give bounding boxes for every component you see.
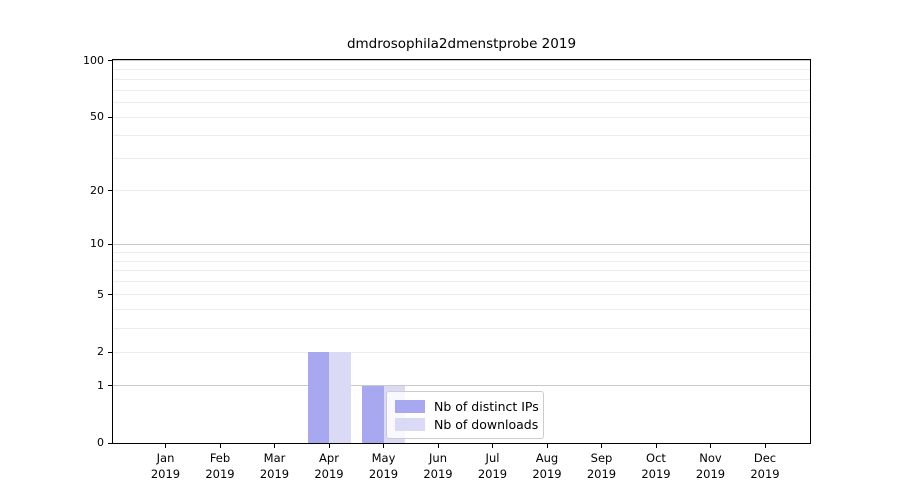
x-tick-mark [546, 444, 548, 448]
x-tick-month: Jun [429, 451, 447, 465]
x-tick-label: May 2019 [354, 450, 414, 482]
x-tick-mark [764, 444, 766, 448]
x-tick-mark [601, 444, 602, 448]
plot-area: Nb of distinct IPs Nb of downloads [112, 59, 811, 444]
x-tick-year: 2019 [750, 467, 780, 481]
minor-gridline [113, 309, 810, 311]
x-tick-label: Feb 2019 [190, 450, 250, 482]
x-tick-mark [328, 444, 330, 448]
minor-gridline [113, 102, 810, 104]
y-tick-label: 50 [90, 110, 104, 124]
minor-gridline [113, 68, 810, 70]
x-tick-label: Jul 2019 [463, 450, 523, 482]
y-tick-label: 0 [97, 436, 104, 449]
minor-gridline [113, 190, 810, 192]
major-gridline [113, 243, 810, 245]
chart-title: dmdrosophila2dmenstprobe 2019 [346, 36, 577, 52]
legend-entry-distinct-ips: Nb of distinct IPs [395, 397, 539, 415]
x-tick-mark [383, 444, 384, 448]
y-tick-mark [108, 116, 112, 118]
legend-label-downloads: Nb of downloads [434, 416, 539, 432]
minor-gridline [113, 78, 810, 80]
y-tick-mark [108, 294, 112, 296]
x-tick-month: Apr [319, 451, 339, 465]
minor-gridline [113, 134, 810, 136]
x-tick-month: Feb [209, 451, 231, 465]
x-tick-mark [219, 444, 221, 448]
x-tick-year: 2019 [586, 467, 617, 481]
x-tick-year: 2019 [532, 467, 562, 481]
x-tick-label: Nov 2019 [681, 450, 741, 482]
x-tick-year: 2019 [695, 467, 726, 481]
x-tick-month: Sep [590, 451, 613, 465]
major-gridline [113, 60, 810, 62]
x-tick-month: May [371, 451, 396, 465]
x-tick-month: Jul [485, 451, 500, 465]
x-tick-label: Sep 2019 [572, 450, 632, 482]
x-tick-month: Mar [263, 451, 286, 465]
minor-gridline [113, 351, 810, 353]
y-tick-mark [108, 351, 112, 353]
x-tick-month: Nov [699, 451, 722, 465]
x-tick-label: Aug 2019 [517, 450, 577, 482]
bar-distinct-ips-may [362, 385, 384, 443]
y-tick-mark [108, 385, 112, 387]
x-tick-mark [274, 444, 275, 448]
x-tick-year: 2019 [205, 467, 235, 481]
x-tick-month: Oct [646, 451, 666, 465]
y-tick-mark [108, 442, 112, 444]
major-gridline [113, 385, 810, 387]
x-tick-month: Dec [753, 451, 777, 465]
x-tick-year: 2019 [477, 467, 508, 481]
y-tick-label: 2 [97, 345, 104, 359]
y-tick-mark [108, 190, 112, 192]
x-tick-year: 2019 [641, 467, 671, 481]
x-tick-year: 2019 [259, 467, 290, 481]
minor-gridline [113, 89, 810, 91]
minor-gridline [113, 116, 810, 118]
x-tick-mark [165, 444, 166, 448]
x-tick-month: Aug [535, 451, 559, 465]
y-tick-mark [108, 60, 112, 62]
x-tick-label: Oct 2019 [626, 450, 686, 482]
x-tick-year: 2019 [314, 467, 344, 481]
x-tick-mark [710, 444, 711, 448]
legend-swatch-distinct-ips [395, 399, 425, 413]
minor-gridline [113, 294, 810, 296]
bar-downloads-apr [329, 352, 351, 443]
x-tick-mark [655, 444, 657, 448]
legend-label-distinct-ips: Nb of distinct IPs [434, 398, 539, 414]
legend-swatch-downloads [395, 417, 425, 431]
y-tick-label: 20 [90, 183, 104, 197]
minor-gridline [113, 327, 810, 329]
x-tick-year: 2019 [368, 467, 399, 481]
y-tick-label: 10 [90, 237, 104, 251]
minor-gridline [113, 158, 810, 160]
x-tick-year: 2019 [150, 467, 181, 481]
x-tick-mark [437, 444, 439, 448]
x-tick-label: Jan 2019 [136, 450, 196, 482]
y-tick-label: 5 [97, 287, 104, 301]
minor-gridline [113, 260, 810, 262]
legend-entry-downloads: Nb of downloads [395, 415, 539, 433]
x-tick-label: Dec 2019 [735, 450, 795, 482]
x-tick-mark [492, 444, 493, 448]
minor-gridline [113, 270, 810, 272]
minor-gridline [113, 281, 810, 283]
x-tick-label: Mar 2019 [245, 450, 305, 482]
x-tick-label: Apr 2019 [299, 450, 359, 482]
x-tick-year: 2019 [423, 467, 453, 481]
y-tick-mark [108, 243, 112, 245]
x-tick-label: Jun 2019 [408, 450, 468, 482]
x-tick-month: Jan [156, 451, 175, 465]
y-tick-label: 100 [83, 53, 104, 67]
minor-gridline [113, 251, 810, 253]
bar-distinct-ips-apr [307, 352, 329, 443]
y-tick-label: 1 [97, 378, 104, 392]
legend: Nb of distinct IPs Nb of downloads [386, 391, 544, 439]
